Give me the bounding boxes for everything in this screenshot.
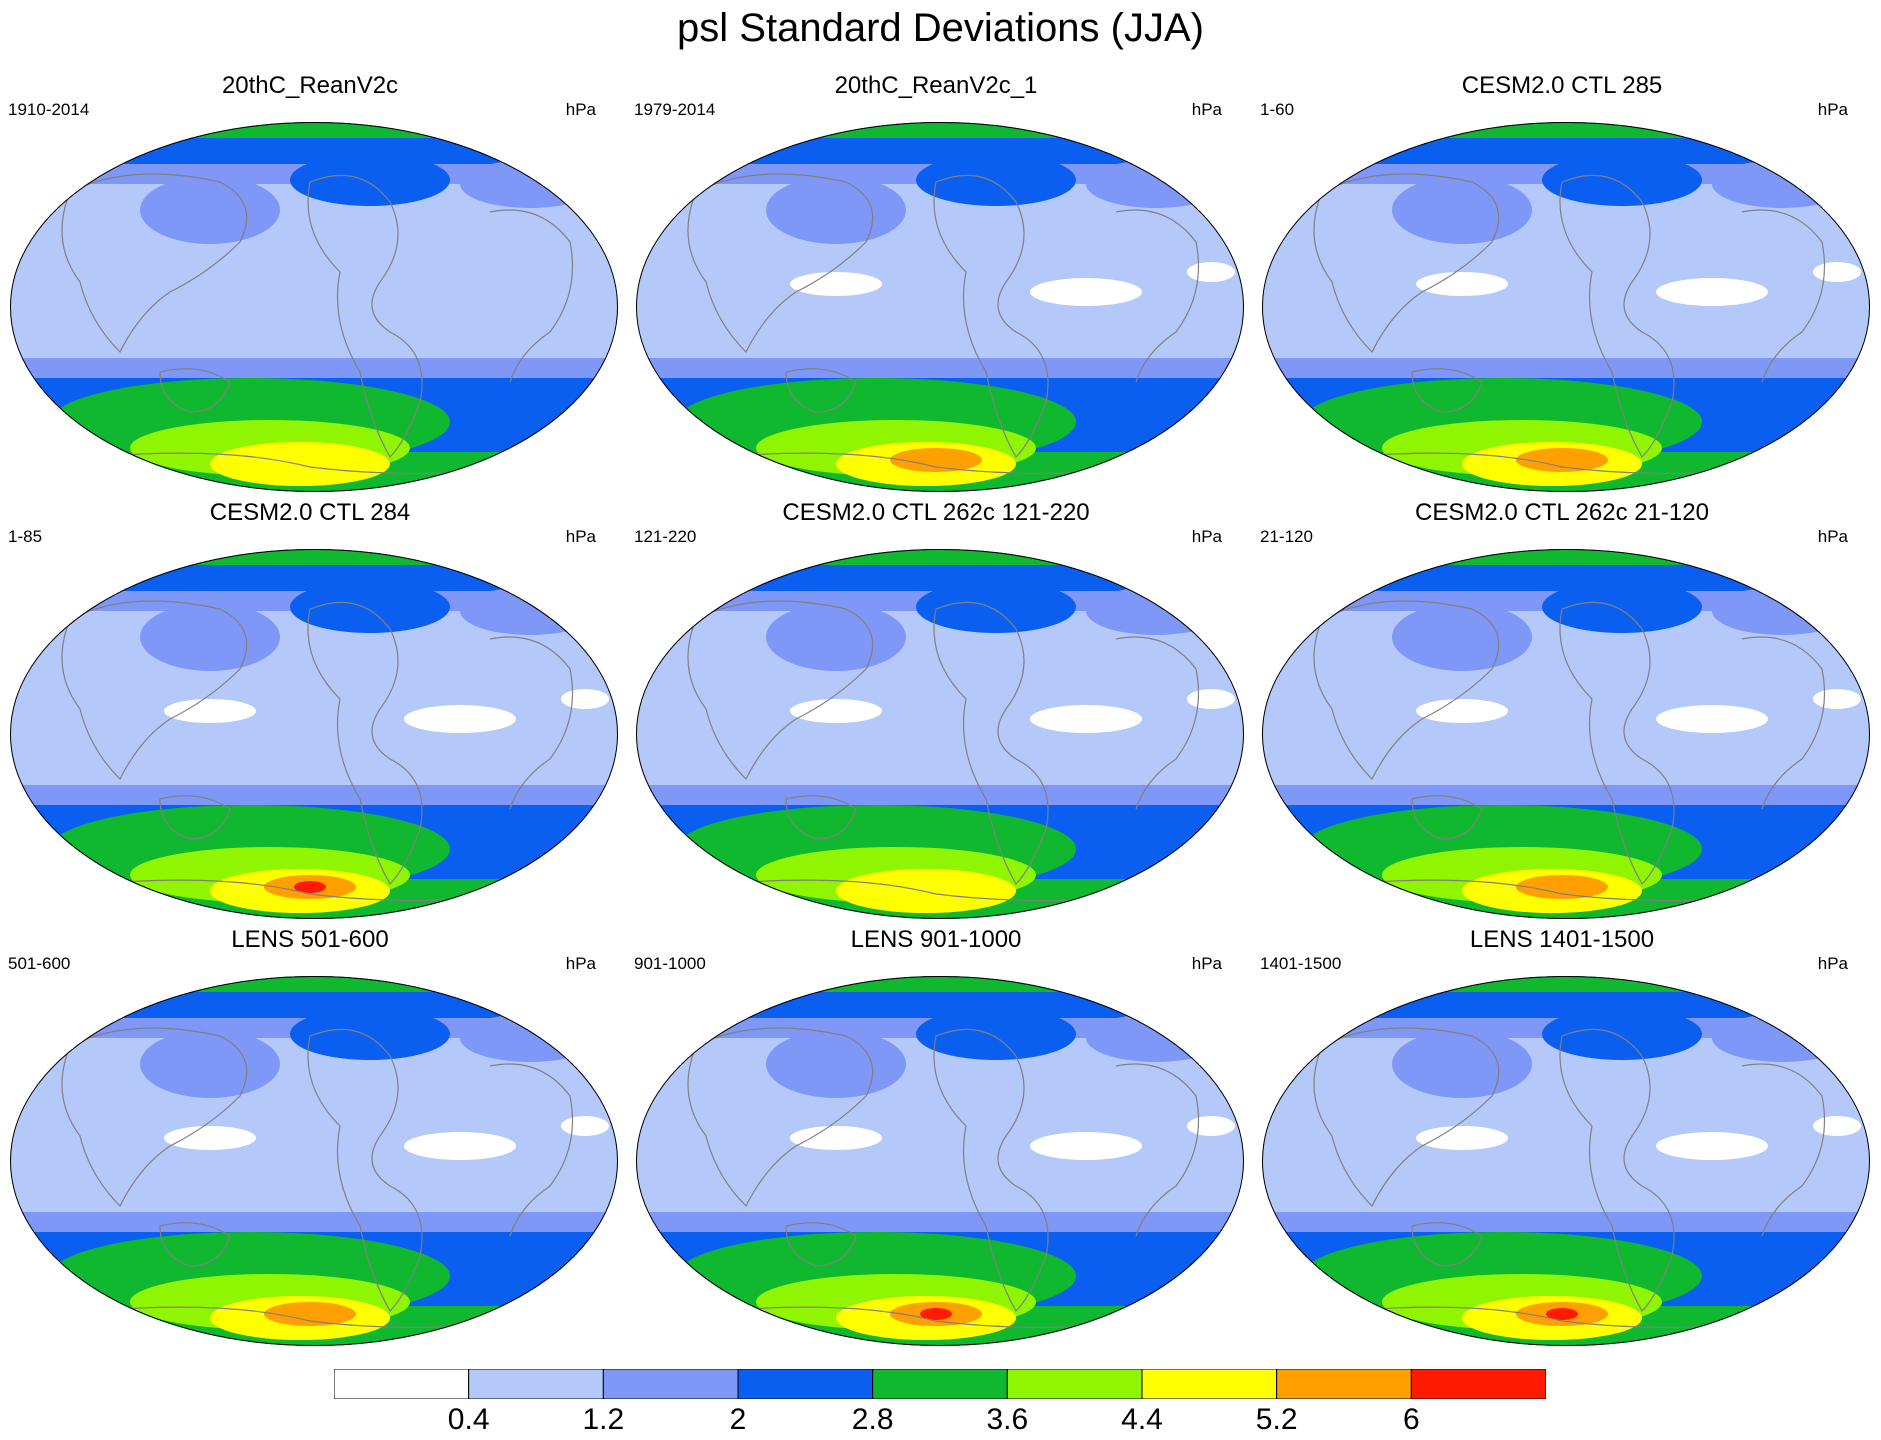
colorbar-segment	[1410, 1369, 1546, 1399]
colorbar-tick-label: 6	[1402, 1403, 1420, 1436]
map-panel: 20thC_ReanV2c 1910-2014 hPa	[0, 72, 620, 497]
colorbar-segment	[1141, 1369, 1278, 1399]
colorbar-tick-label: 0.4	[447, 1403, 490, 1436]
colorbar	[334, 1369, 1546, 1399]
panel-period-label: 1910-2014	[8, 100, 90, 119]
colorbar-segment	[602, 1369, 739, 1399]
map-panel: CESM2.0 CTL 262c 121-220 121-220 hPa	[626, 499, 1246, 924]
colorbar-tick-label: 4.4	[1121, 1403, 1163, 1436]
map	[10, 976, 618, 1346]
colorbar-tick-label: 1.2	[582, 1403, 625, 1436]
colorbar-segment	[737, 1369, 874, 1399]
panel-unit-label: hPa	[1191, 100, 1222, 119]
map-panel: LENS 901-1000 901-1000 hPa	[626, 926, 1246, 1351]
panel-period-label: 501-600	[8, 954, 71, 973]
panel-title: CESM2.0 CTL 262c 121-220	[782, 499, 1090, 526]
colorbar-segment	[468, 1369, 604, 1399]
panel-unit-label: hPa	[565, 100, 596, 119]
panel-unit-label: hPa	[1817, 954, 1848, 973]
colorbar-tick-label: 2	[729, 1403, 747, 1436]
panel-period-label: 1401-1500	[1260, 954, 1342, 973]
panel-period-label: 121-220	[634, 527, 697, 546]
map	[1262, 122, 1870, 492]
map	[636, 122, 1244, 492]
map	[636, 549, 1244, 919]
colorbar-segment	[872, 1369, 1008, 1399]
map	[1262, 549, 1870, 919]
panel-title: CESM2.0 CTL 285	[1461, 72, 1663, 99]
panel-period-label: 21-120	[1260, 527, 1313, 546]
panel-period-label: 1979-2014	[634, 100, 716, 119]
map	[636, 976, 1244, 1346]
panel-unit-label: hPa	[1817, 100, 1848, 119]
colorbar-tick-label: 3.6	[986, 1403, 1029, 1436]
map-panel: LENS 1401-1500 1401-1500 hPa	[1252, 926, 1872, 1351]
colorbar-segment	[334, 1369, 470, 1399]
panel-title: LENS 501-600	[231, 926, 389, 953]
panel-unit-label: hPa	[565, 527, 596, 546]
panel-period-label: 1-85	[8, 527, 43, 546]
map	[1262, 976, 1870, 1346]
panel-unit-label: hPa	[1191, 954, 1222, 973]
panel-unit-label: hPa	[1191, 527, 1222, 546]
panel-period-label: 901-1000	[634, 954, 706, 973]
panel-title: CESM2.0 CTL 284	[209, 499, 411, 526]
figure-title: psl Standard Deviations (JJA)	[677, 6, 1204, 50]
panel-title: LENS 901-1000	[850, 926, 1022, 953]
map-panel: CESM2.0 CTL 285 1-60 hPa	[1252, 72, 1872, 497]
panel-unit-label: hPa	[565, 954, 596, 973]
panel-title: 20thC_ReanV2c_1	[834, 72, 1038, 99]
map-panel: LENS 501-600 501-600 hPa	[0, 926, 620, 1351]
panel-period-label: 1-60	[1260, 100, 1295, 119]
map-panel: CESM2.0 CTL 262c 21-120 21-120 hPa	[1252, 499, 1872, 924]
map-panel: CESM2.0 CTL 284 1-85 hPa	[0, 499, 620, 924]
map-panel: 20thC_ReanV2c_1 1979-2014 hPa	[626, 72, 1246, 497]
panel-title: CESM2.0 CTL 262c 21-120	[1415, 499, 1709, 526]
panel-unit-label: hPa	[1817, 527, 1848, 546]
colorbar-segment	[1006, 1369, 1143, 1399]
panel-title: 20thC_ReanV2c	[221, 72, 399, 99]
map	[10, 549, 618, 919]
panel-title: LENS 1401-1500	[1469, 926, 1655, 953]
colorbar-tick-label: 2.8	[851, 1403, 894, 1436]
colorbar-segment	[1276, 1369, 1412, 1399]
colorbar-tick-label: 5.2	[1255, 1403, 1298, 1436]
map	[10, 122, 618, 492]
